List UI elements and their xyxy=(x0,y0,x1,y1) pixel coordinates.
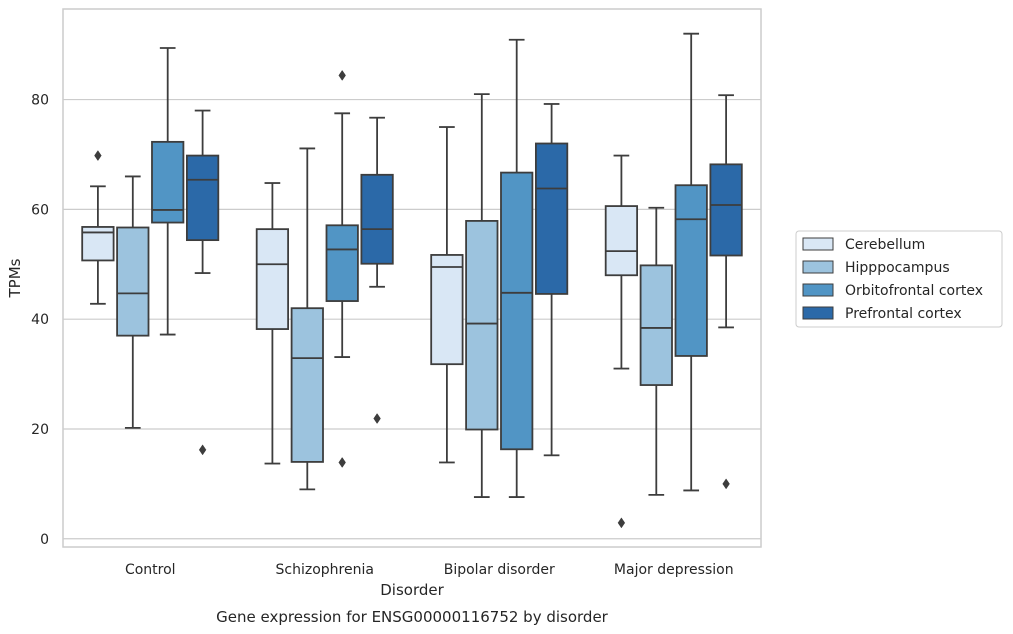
legend-swatch xyxy=(802,283,834,297)
outlier-point xyxy=(198,444,207,456)
y-axis-label: TPMs xyxy=(6,258,24,298)
outlier-point xyxy=(94,150,102,162)
box-iqr xyxy=(116,226,150,337)
box-group xyxy=(360,116,394,424)
y-tick-label: 0 xyxy=(40,532,49,548)
x-tick-labels: Control Schizophrenia Bipolar disorder Majo… xyxy=(125,562,734,578)
legend-frame xyxy=(795,230,1003,328)
outlier-point xyxy=(617,517,626,529)
box-iqr xyxy=(604,205,639,277)
outlier-point xyxy=(373,413,381,424)
box-group xyxy=(709,94,743,490)
chart-caption: Gene expression for ENSG00000116752 by d… xyxy=(216,608,609,626)
x-axis-label: Disorder xyxy=(380,581,444,599)
y-tick-label: 80 xyxy=(31,93,49,109)
box-group xyxy=(674,32,708,492)
box-iqr xyxy=(534,142,569,295)
outlier-point xyxy=(338,457,346,468)
outlier-point xyxy=(722,478,730,490)
y-tick-label: 20 xyxy=(31,422,49,438)
legend-label: Prefrontal cortex xyxy=(845,306,962,322)
box-group xyxy=(325,69,359,468)
y-tick-label: 40 xyxy=(31,312,49,328)
box-group xyxy=(116,175,150,429)
box-group xyxy=(255,182,290,465)
box-group xyxy=(151,47,185,336)
plot-frame xyxy=(62,8,762,548)
box-iqr xyxy=(430,254,464,366)
box-group xyxy=(290,147,324,491)
box-iqr xyxy=(709,163,743,257)
legend-label: Cerebellum xyxy=(845,237,925,253)
legend-swatch xyxy=(802,237,834,251)
box-iqr xyxy=(185,154,220,242)
x-tick-label: Bipolar disorder xyxy=(444,562,555,578)
legend-label: Orbitofrontal cortex xyxy=(845,283,983,299)
box-group xyxy=(639,206,673,496)
x-tick-label: Major depression xyxy=(614,562,734,578)
box-iqr xyxy=(255,228,290,330)
legend-swatch xyxy=(802,306,834,320)
box-iqr xyxy=(290,307,324,463)
box-group xyxy=(534,103,569,457)
box-group xyxy=(430,126,464,464)
outlier-point xyxy=(338,69,346,81)
box-iqr xyxy=(325,224,359,302)
box-iqr xyxy=(465,220,499,431)
box-group xyxy=(185,109,220,456)
x-tick-label: Control xyxy=(125,562,176,578)
legend-swatch xyxy=(802,260,834,274)
legend-label: Hipppocampus xyxy=(845,260,950,276)
box-group xyxy=(81,150,115,305)
y-tick-labels: 0 20 40 60 80 xyxy=(31,93,49,548)
box-iqr xyxy=(674,184,708,357)
box-iqr xyxy=(360,173,394,265)
legend: Cerebellum Hipppocampus Orbitofrontal cort… xyxy=(795,230,1003,328)
box-iqr xyxy=(500,171,534,451)
box-group xyxy=(500,38,534,498)
box-group xyxy=(604,154,639,529)
box-iqr xyxy=(639,264,673,386)
y-tick-label: 60 xyxy=(31,202,49,218)
box-series xyxy=(81,32,743,529)
box-group xyxy=(465,93,499,498)
x-tick-label: Schizophrenia xyxy=(276,562,374,578)
